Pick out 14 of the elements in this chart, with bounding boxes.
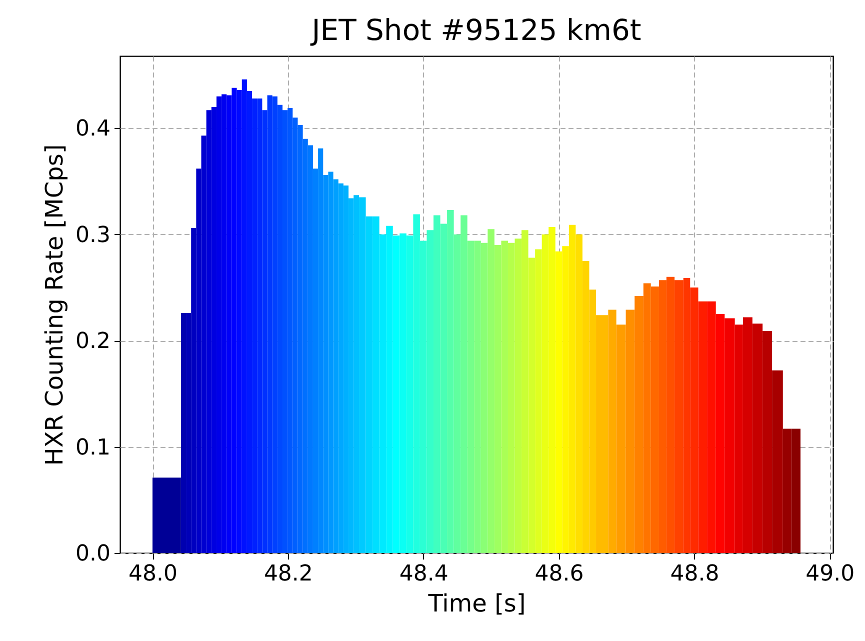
x-axis-title: Time [s] [427,590,526,618]
y-tick-label: 0.1 [76,435,110,460]
chart-title: JET Shot #95125 km6t [310,13,642,47]
y-tick-label: 0.3 [76,222,110,248]
x-tick-label: 48.8 [670,562,720,586]
y-tick-label: 0.2 [76,329,110,354]
y-tick-label: 0.0 [76,542,110,566]
y-tick-label: 0.4 [76,116,110,142]
x-tick-label: 48.2 [264,562,313,586]
x-tick-label: 48.6 [534,562,584,586]
x-tick-label: 49.0 [806,562,855,586]
x-tick-label: 48.4 [399,562,448,586]
x-tick-label: 48.0 [128,562,178,586]
y-axis-title: HXR Counting Rate [MCps] [40,144,69,466]
